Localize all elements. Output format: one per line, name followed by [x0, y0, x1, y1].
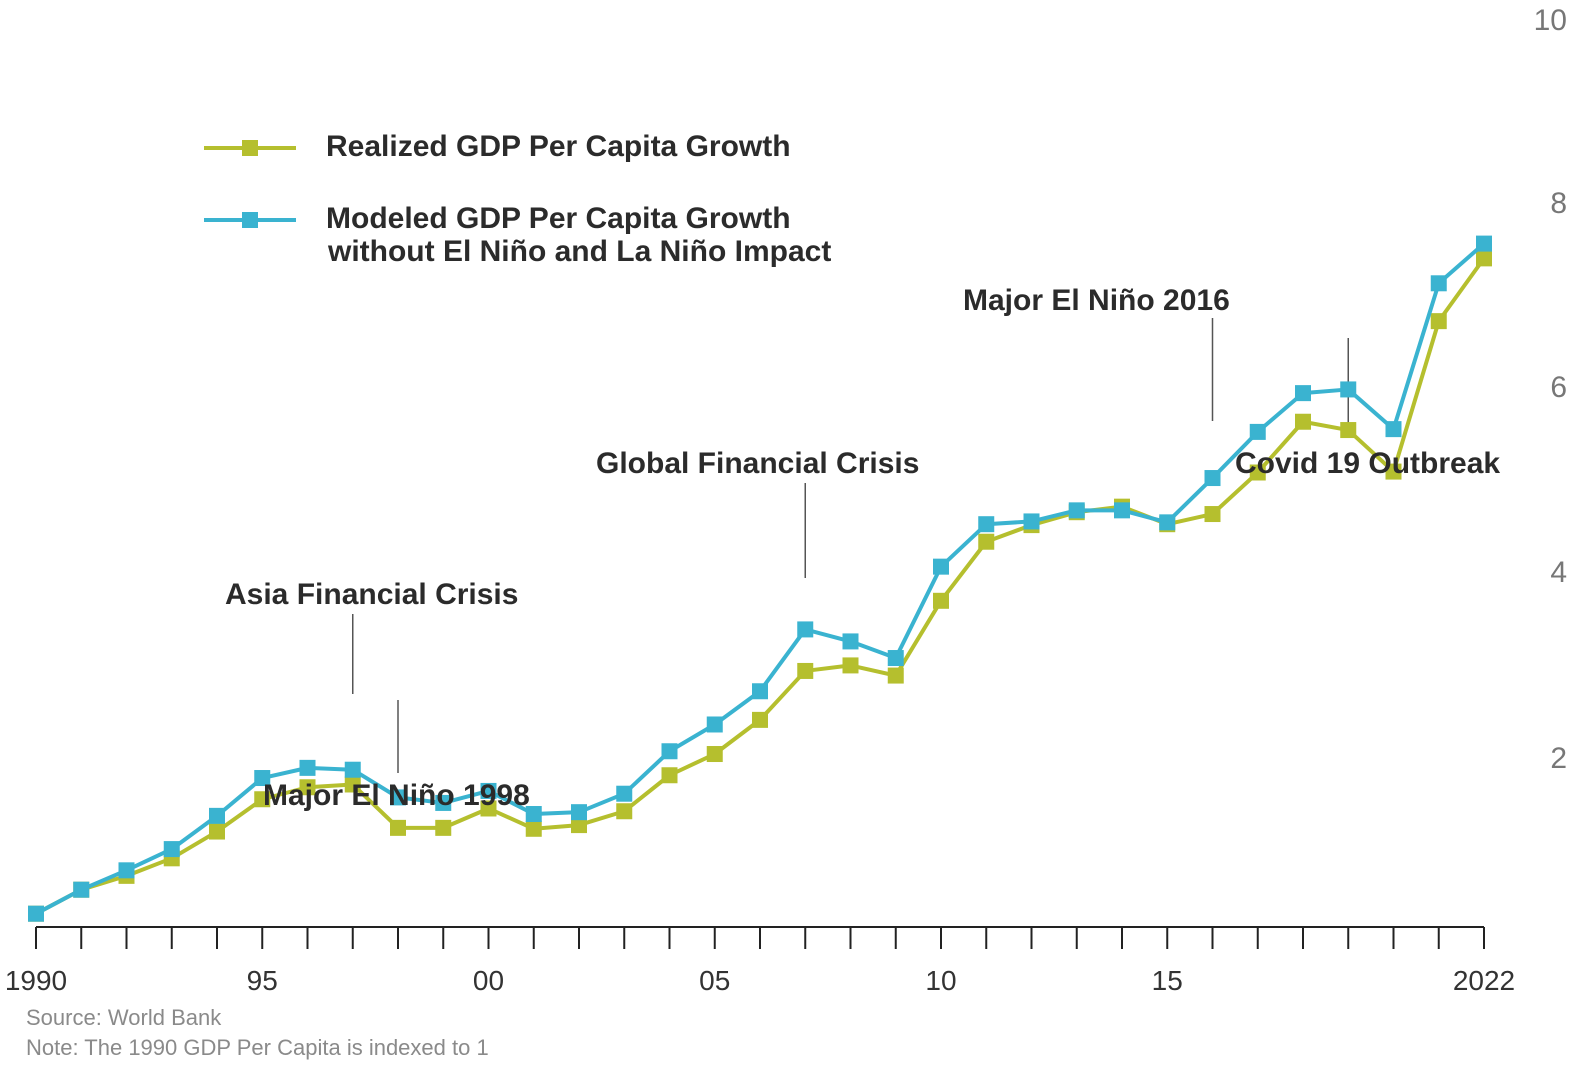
- data-point-realized: [616, 803, 633, 820]
- data-point-realized: [571, 817, 587, 834]
- x-tick-label: 2022: [1453, 965, 1515, 996]
- annotation-leaders: [352, 318, 1349, 773]
- y-tick-label: 10: [1534, 4, 1567, 37]
- data-point-modeled: [887, 650, 904, 667]
- data-point-modeled: [661, 743, 678, 760]
- data-point-modeled: [73, 881, 90, 898]
- data-point-realized: [209, 823, 225, 840]
- data-point-modeled: [28, 905, 44, 922]
- legend-swatch-marker: [242, 140, 258, 156]
- annotation-label: Global Financial Crisis: [596, 447, 919, 480]
- data-point-realized: [887, 667, 904, 684]
- annotation-label: Major El Niño 1998: [263, 779, 530, 812]
- data-point-modeled: [1249, 423, 1266, 440]
- data-point-realized: [390, 819, 406, 836]
- x-tick-label: 10: [925, 965, 956, 996]
- data-point-modeled: [344, 761, 361, 778]
- data-point-realized: [1385, 463, 1402, 480]
- y-axis: 2 4 6 8 10: [1534, 4, 1567, 775]
- data-point-modeled: [390, 789, 406, 806]
- data-point-modeled: [163, 841, 180, 858]
- data-point-realized: [797, 662, 814, 679]
- annotation-label: Major El Niño 2016: [963, 284, 1230, 317]
- data-point-modeled: [435, 794, 452, 811]
- data-point-modeled: [1023, 513, 1040, 530]
- source-text: Source: World Bank: [26, 1005, 222, 1030]
- legend: Realized GDP Per Capita Growth Modeled GD…: [204, 130, 831, 268]
- x-tick-label: 00: [473, 965, 504, 996]
- y-tick-label: 6: [1550, 371, 1567, 404]
- data-point-modeled: [1295, 385, 1311, 402]
- data-point-modeled: [1114, 502, 1130, 519]
- data-point-realized: [706, 746, 723, 763]
- data-point-modeled: [1476, 235, 1492, 252]
- y-tick-label: 8: [1550, 187, 1567, 220]
- data-point-modeled: [978, 516, 995, 533]
- x-tick-label: 1990: [5, 965, 67, 996]
- legend-label-modeled: Modeled GDP Per Capita Growth: [326, 202, 791, 235]
- data-point-modeled: [797, 621, 814, 638]
- data-point-realized: [1295, 413, 1311, 430]
- data-point-realized: [933, 592, 949, 609]
- note-text: Note: The 1990 GDP Per Capita is indexed…: [26, 1035, 489, 1060]
- x-tick-label: 15: [1152, 965, 1183, 996]
- data-point-realized: [978, 533, 995, 550]
- y-tick-label: 4: [1550, 556, 1567, 589]
- data-point-realized: [661, 767, 678, 784]
- annotation-label: Asia Financial Crisis: [225, 578, 518, 611]
- data-point-realized: [1204, 506, 1221, 523]
- data-point-realized: [254, 791, 271, 808]
- data-point-modeled: [1430, 275, 1447, 292]
- data-point-modeled: [616, 785, 633, 802]
- data-point-realized: [752, 711, 768, 728]
- data-point-modeled: [209, 807, 225, 824]
- data-point-modeled: [1068, 502, 1085, 519]
- legend-label-modeled: without El Niño and La Niño Impact: [327, 235, 831, 268]
- data-point-modeled: [1385, 421, 1402, 438]
- annotation-labels: Asia Financial Crisis Major El Niño 1998 G…: [225, 284, 1500, 812]
- data-point-modeled: [571, 804, 587, 821]
- data-point-realized: [435, 819, 452, 836]
- data-point-modeled: [525, 806, 542, 823]
- data-point-realized: [1476, 250, 1492, 267]
- data-point-modeled: [933, 558, 949, 575]
- data-point-modeled: [1159, 514, 1176, 531]
- data-point-realized: [842, 657, 859, 674]
- data-point-realized: [344, 776, 361, 793]
- data-point-modeled: [842, 633, 859, 650]
- annotation-label: Covid 19 Outbreak: [1235, 447, 1500, 480]
- data-point-modeled: [118, 862, 135, 879]
- data-point-realized: [1430, 313, 1447, 330]
- series-layer: [28, 235, 1492, 922]
- data-point-modeled: [480, 782, 497, 799]
- data-point-realized: [1249, 464, 1266, 481]
- y-tick-label: 2: [1550, 742, 1567, 775]
- data-point-realized: [299, 779, 316, 796]
- data-point-modeled: [752, 683, 768, 700]
- data-point-modeled: [299, 759, 316, 776]
- data-point-modeled: [254, 770, 271, 787]
- x-axis: 1990 95 00 05 10 15 2022: [5, 926, 1515, 996]
- legend-swatch-marker: [242, 212, 258, 228]
- x-tick-label: 95: [247, 965, 278, 996]
- data-point-modeled: [1204, 470, 1221, 487]
- legend-label-realized: Realized GDP Per Capita Growth: [326, 130, 791, 163]
- data-point-realized: [480, 800, 497, 817]
- data-point-realized: [1340, 422, 1357, 439]
- data-point-modeled: [706, 716, 723, 733]
- data-point-realized: [525, 820, 542, 837]
- x-tick-label: 05: [699, 965, 730, 996]
- data-point-modeled: [1340, 381, 1357, 398]
